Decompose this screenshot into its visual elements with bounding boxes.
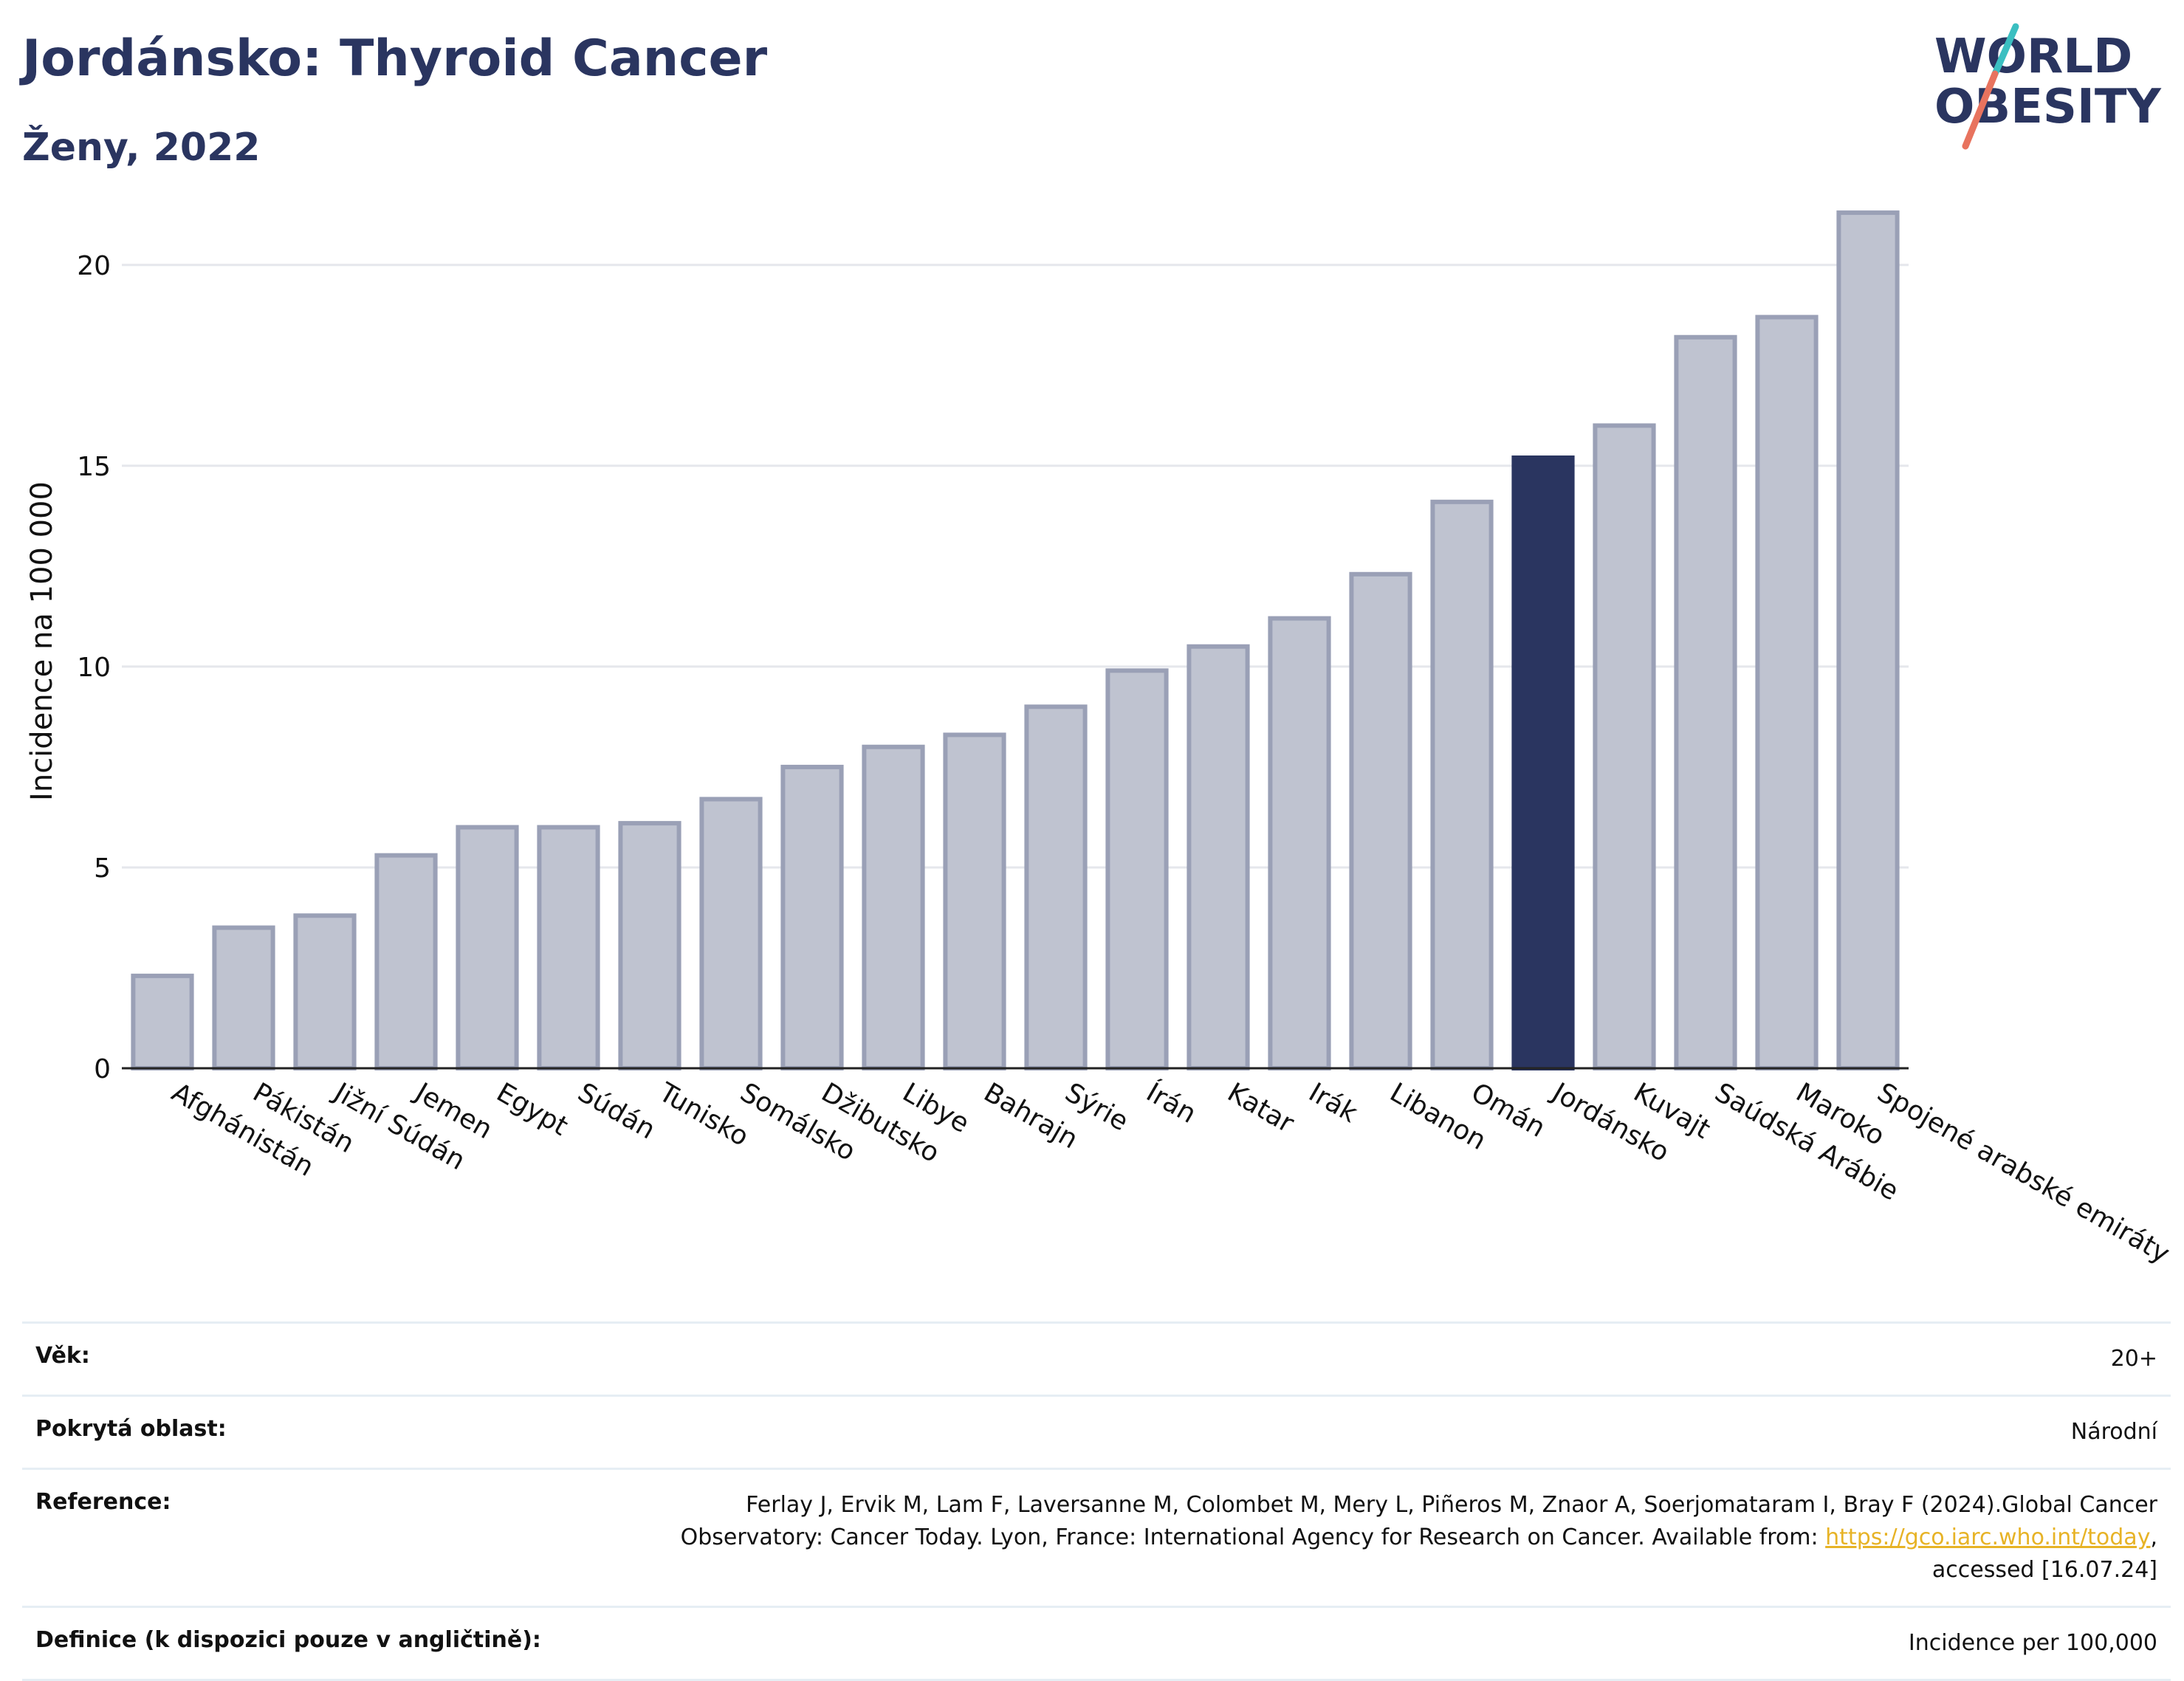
world-obesity-logo: WORLD OBESITY xyxy=(1934,23,2161,150)
bar xyxy=(943,732,1006,1070)
bar xyxy=(1268,616,1331,1070)
bar xyxy=(780,764,844,1070)
x-tick-label: Irák xyxy=(1304,1077,1363,1129)
x-tick-label: Súdán xyxy=(573,1077,661,1145)
bar xyxy=(212,925,275,1071)
bar xyxy=(1024,704,1088,1070)
info-row-reference: Reference: Ferlay J, Ervik M, Lam F, Lav… xyxy=(22,1468,2171,1607)
y-tick-label: 0 xyxy=(94,1054,111,1084)
logo-coral-slash xyxy=(1962,70,1999,150)
bar xyxy=(131,973,194,1071)
x-tick-label: Tunisko xyxy=(653,1077,754,1152)
page-subtitle: Ženy, 2022 xyxy=(22,126,261,170)
page-title: Jordánsko: Thyroid Cancer xyxy=(22,30,768,88)
definition-value: Incidence per 100,000 xyxy=(1908,1630,2157,1656)
bar xyxy=(1430,499,1494,1070)
x-tick-label: Bahrajn xyxy=(979,1077,1083,1155)
reference-line1: Ferlay J, Ervik M, Lam F, Laversanne M, … xyxy=(746,1492,2157,1518)
bar-highlight xyxy=(1511,455,1575,1070)
bar xyxy=(374,853,438,1071)
coverage-value: Národní xyxy=(2070,1419,2157,1445)
y-tick-label: 15 xyxy=(77,452,111,482)
x-tick-label: Írán xyxy=(1141,1076,1202,1130)
bar xyxy=(1836,210,1900,1071)
reference-line2: Observatory: Cancer Today. Lyon, France:… xyxy=(680,1524,1819,1550)
info-row-coverage: Pokrytá oblast: Národní xyxy=(22,1395,2171,1469)
bar xyxy=(456,825,519,1070)
bar xyxy=(1593,423,1656,1070)
bar xyxy=(1349,571,1412,1070)
coverage-label: Pokrytá oblast: xyxy=(35,1416,227,1442)
reference-line3: accessed [16.07.24] xyxy=(1931,1557,2157,1583)
definition-label: Definice (k dispozici pouze v angličtině… xyxy=(35,1627,541,1653)
bar xyxy=(1674,334,1737,1071)
info-row-definition: Definice (k dispozici pouze v angličtině… xyxy=(22,1606,2171,1680)
age-label: Věk: xyxy=(35,1343,90,1369)
y-tick-label: 10 xyxy=(77,653,111,683)
bar xyxy=(293,913,357,1071)
logo-teal-slash xyxy=(1991,23,2019,78)
logo-line1: WORLD xyxy=(1934,30,2132,84)
reference-label: Reference: xyxy=(35,1489,171,1515)
y-tick-label: 20 xyxy=(77,251,111,281)
bar xyxy=(618,821,681,1070)
x-tick-label: Egypt xyxy=(492,1077,573,1141)
y-tick-labels: 0 5 10 15 20 xyxy=(77,251,111,1084)
bar xyxy=(537,825,600,1070)
age-value: 20+ xyxy=(2110,1346,2157,1372)
reference-comma: , xyxy=(2150,1524,2157,1550)
reference-link[interactable]: https://gco.iarc.who.int/today xyxy=(1825,1524,2151,1550)
bar xyxy=(1187,644,1250,1070)
y-tick-label: 5 xyxy=(94,853,111,884)
bar xyxy=(862,744,925,1071)
info-row-age: Věk: 20+ xyxy=(22,1322,2171,1396)
y-axis-label: Incidence na 100 000 xyxy=(25,481,59,801)
bar xyxy=(699,797,763,1071)
x-tick-label: Katar xyxy=(1223,1077,1299,1139)
bar xyxy=(1105,668,1169,1070)
bars xyxy=(131,210,1900,1071)
reference-value: Ferlay J, Ervik M, Lam F, Laversanne M, … xyxy=(610,1469,2171,1607)
info-table: Věk: 20+ Pokrytá oblast: Národní Referen… xyxy=(22,1321,2171,1681)
x-tick-label: Spojené arabské emiráty xyxy=(1872,1077,2175,1269)
bar xyxy=(1755,314,1819,1070)
